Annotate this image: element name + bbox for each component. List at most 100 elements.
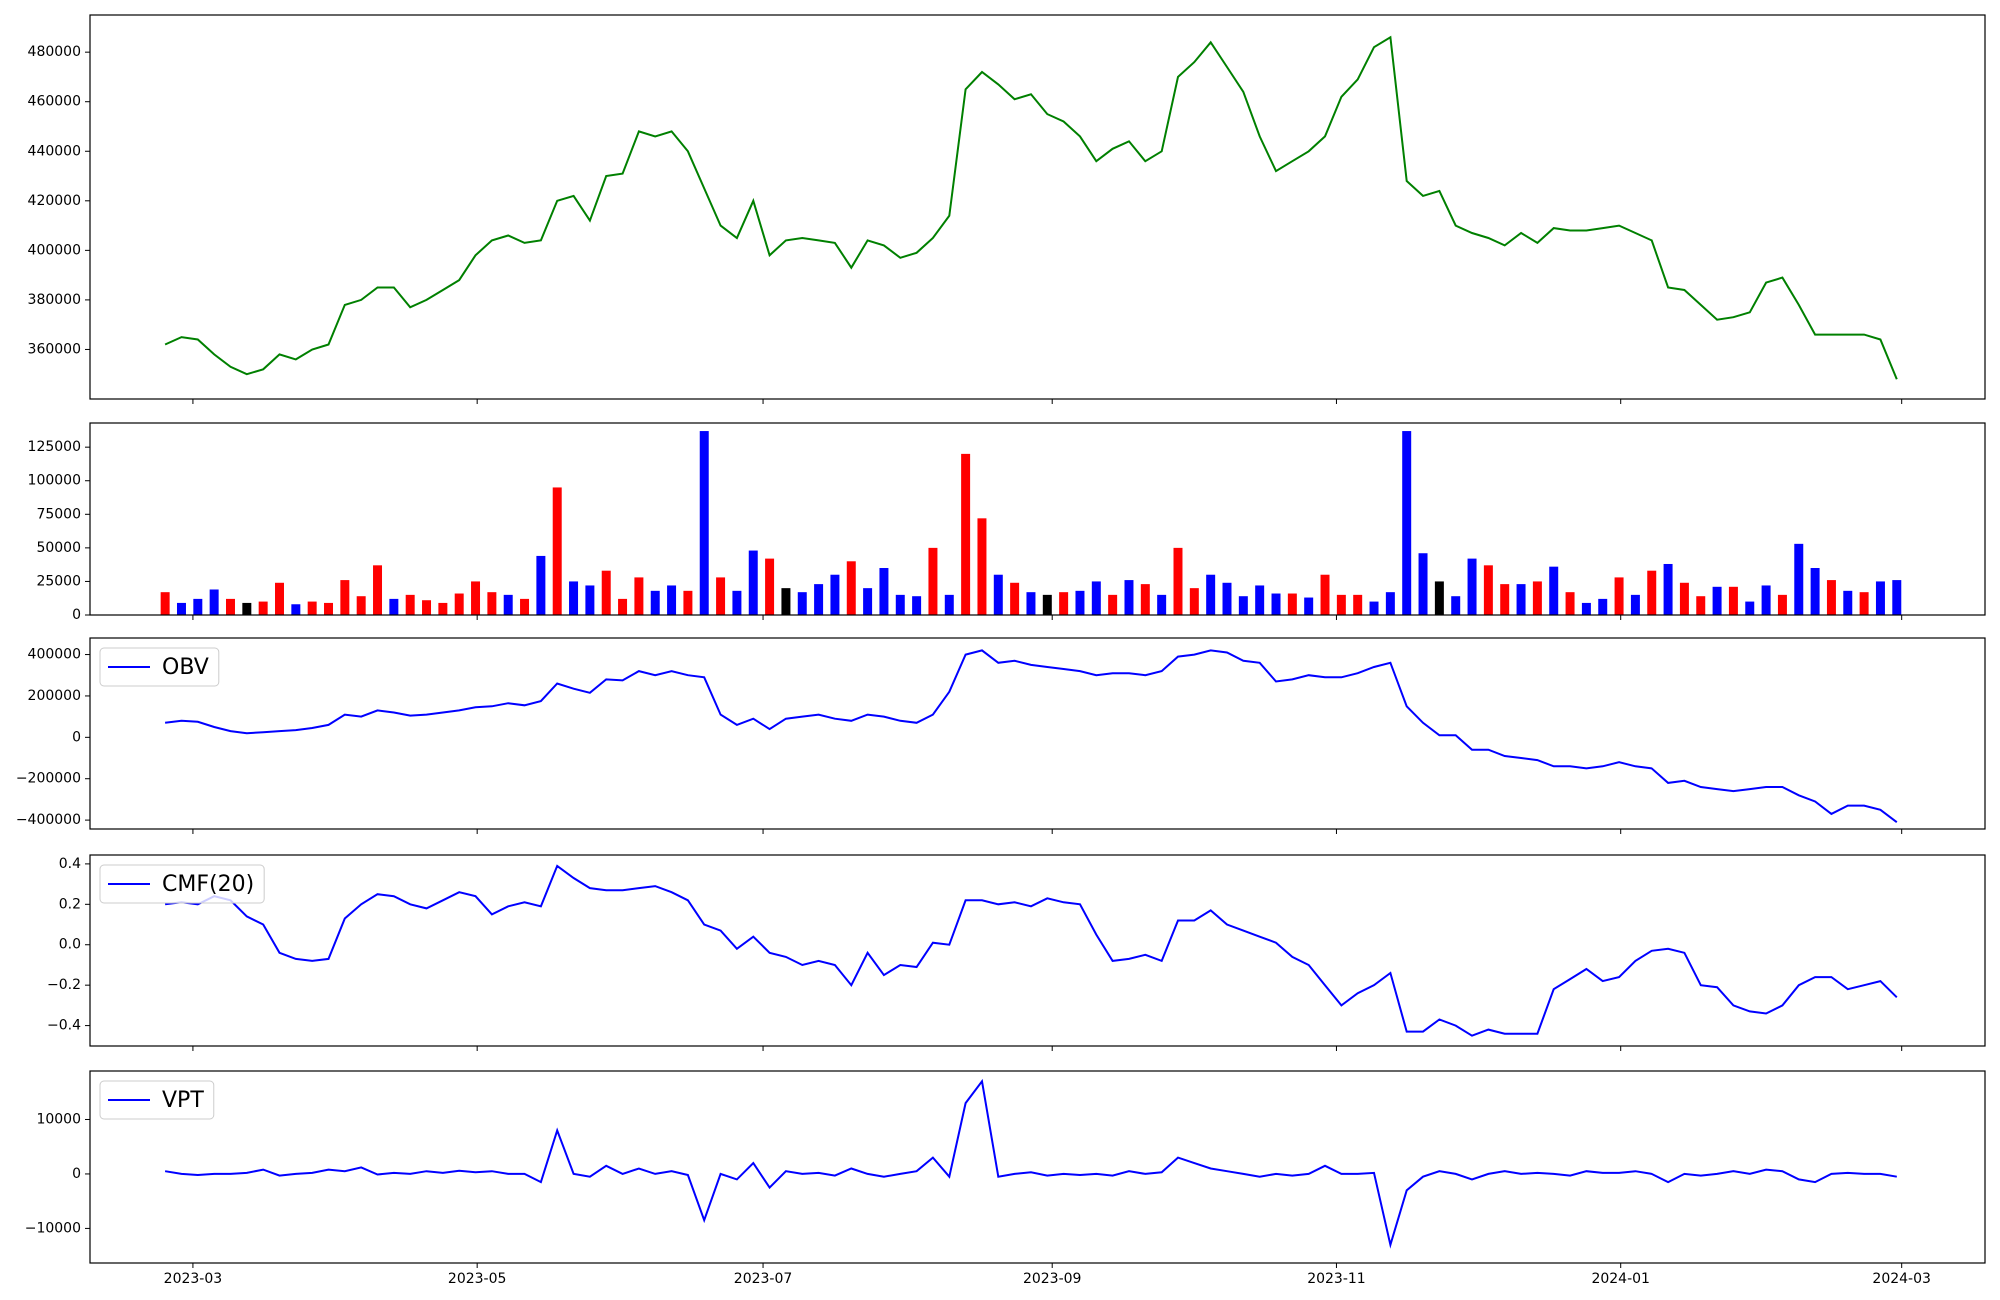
volume-bar [1483,565,1493,615]
volume-bar [1647,570,1657,615]
volume-bar [1467,558,1477,615]
volume-bar [225,598,235,615]
volume-bar [1304,597,1314,615]
y-tick-label: 0 [72,729,81,745]
volume-bar [1091,581,1101,615]
volume-bar [536,555,546,615]
legend-box [99,1080,215,1120]
volume-bar [1255,585,1265,615]
y-tick-label: 400000 [28,242,81,258]
volume-bar [1581,602,1591,615]
x-tick-label: 2023-11 [1307,1271,1366,1287]
y-tick-label: 0.2 [59,896,81,912]
legend-label: OBV [162,655,209,680]
volume-bar [405,594,415,615]
volume-bar [1745,601,1755,615]
y-tick-label: 50000 [36,540,81,556]
volume-bar [1892,580,1902,615]
volume-bar [242,602,252,615]
volume-bar [1826,580,1836,615]
y-tick-label: −10000 [25,1220,81,1236]
volume-bar [944,594,954,615]
y-tick-label: 360000 [28,341,81,357]
y-tick-label: 125000 [28,439,81,455]
volume-bar [797,592,807,615]
volume-bar [1859,592,1869,615]
volume-bar [667,585,677,615]
volume-bar [1614,577,1624,615]
axes-frame [89,637,1986,830]
volume-bar [552,487,562,615]
volume-bar [634,577,644,615]
volume-bar [1843,590,1853,615]
volume-bar [814,584,824,615]
volume-bar [209,589,219,615]
volume-bar [356,596,366,615]
y-tick-label: −0.2 [47,977,81,993]
volume-bar [1320,574,1330,615]
volume-bar [454,593,464,615]
volume-bar [1075,590,1085,615]
axes-frame [89,1070,1986,1264]
volume-bar [1059,592,1069,615]
volume-bar [1761,585,1771,615]
volume-bar [1353,594,1363,615]
axes-frame [89,854,1986,1047]
volume-bar [1385,592,1395,615]
volume-bar [993,574,1003,615]
volume-bar [601,570,611,615]
volume-bar [471,581,481,615]
volume-bar [193,598,203,615]
y-tick-label: 200000 [28,688,81,704]
volume-bar [1696,596,1706,615]
volume-bar [1875,581,1885,615]
volume-bar [1238,596,1248,615]
volume-bar [895,594,905,615]
x-tick-label: 2024-03 [1872,1271,1931,1287]
axes-frame [89,14,1986,400]
axes-frame [89,422,1986,616]
volume-bar [1630,594,1640,615]
volume-bar [1500,584,1510,615]
volume-bar [1157,594,1167,615]
volume-bar [438,602,448,615]
volume-bar [1108,594,1118,615]
volume-bar [324,602,334,615]
volume-bar [176,602,186,615]
volume-bar [1369,601,1379,615]
volume-bar [520,598,530,615]
x-tick-label: 2023-03 [164,1271,223,1287]
y-tick-label: −400000 [16,812,81,828]
legend-box [99,647,220,687]
y-tick-label: 75000 [36,506,81,522]
volume-bar [1434,581,1444,615]
y-tick-label: −200000 [16,771,81,787]
y-tick-label: 400000 [28,647,81,663]
volume-bar [683,590,693,615]
x-tick-label: 2023-05 [448,1271,507,1287]
volume-bar [748,550,758,615]
volume-bar [1451,596,1461,615]
volume-bar [160,592,170,615]
volume-bar [1418,553,1428,615]
volume-bar [1516,584,1526,615]
volume-bar [1679,582,1689,615]
x-tick-label: 2024-01 [1591,1271,1650,1287]
volume-bar [716,577,726,615]
volume-bar [1663,563,1673,615]
y-tick-label: 460000 [28,94,81,110]
volume-bar [781,588,791,615]
volume-bar [732,590,742,615]
volume-bar [1042,594,1052,615]
volume-bar [961,453,971,615]
legend-label: VPT [162,1088,204,1113]
volume-bar [699,431,709,615]
legend-box [99,864,265,904]
volume-bar [1189,588,1199,615]
volume-bar [650,590,660,615]
series-line [164,35,1898,380]
y-tick-label: 25000 [36,573,81,589]
volume-bar [846,561,856,615]
volume-bar [340,580,350,615]
